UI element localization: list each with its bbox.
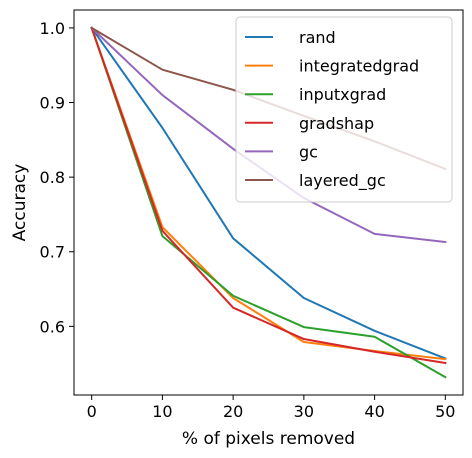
x-tick-label: 40 xyxy=(364,402,384,421)
series-line-integratedgrad xyxy=(90,26,447,361)
y-tick-label: 1.0 xyxy=(40,19,65,38)
x-tick-label: 50 xyxy=(435,402,455,421)
legend-label: rand xyxy=(299,28,336,47)
y-tick-label: 0.6 xyxy=(40,317,65,336)
series-line-rand xyxy=(90,26,447,360)
x-axis-label: % of pixels removed xyxy=(182,429,355,449)
legend: rand integratedgrad inputxgrad gradshap gc la… xyxy=(235,16,453,203)
x-tick-label: 0 xyxy=(87,402,97,421)
legend-label: layered_gc xyxy=(299,171,386,191)
legend-label: gradshap xyxy=(299,114,374,133)
plot-area-frame xyxy=(73,9,464,396)
x-tick-label: 30 xyxy=(294,402,314,421)
series-line-inputxgrad xyxy=(90,26,447,379)
legend-label: integratedgrad xyxy=(299,57,419,76)
axis-ticks: 0 10 20 30 40 50 0.6 0.7 0.8 0.9 1.0 xyxy=(40,19,456,421)
x-tick-label: 10 xyxy=(152,402,172,421)
y-tick-label: 0.8 xyxy=(40,168,65,187)
legend-label: inputxgrad xyxy=(299,85,386,104)
y-tick-label: 0.9 xyxy=(40,94,65,113)
y-axis-label: Accuracy xyxy=(10,164,30,242)
y-tick-label: 0.7 xyxy=(40,243,65,262)
legend-label: gc xyxy=(299,142,318,161)
series-line-gradshap xyxy=(90,26,447,365)
legend-box xyxy=(235,16,453,203)
x-tick-label: 20 xyxy=(223,402,243,421)
